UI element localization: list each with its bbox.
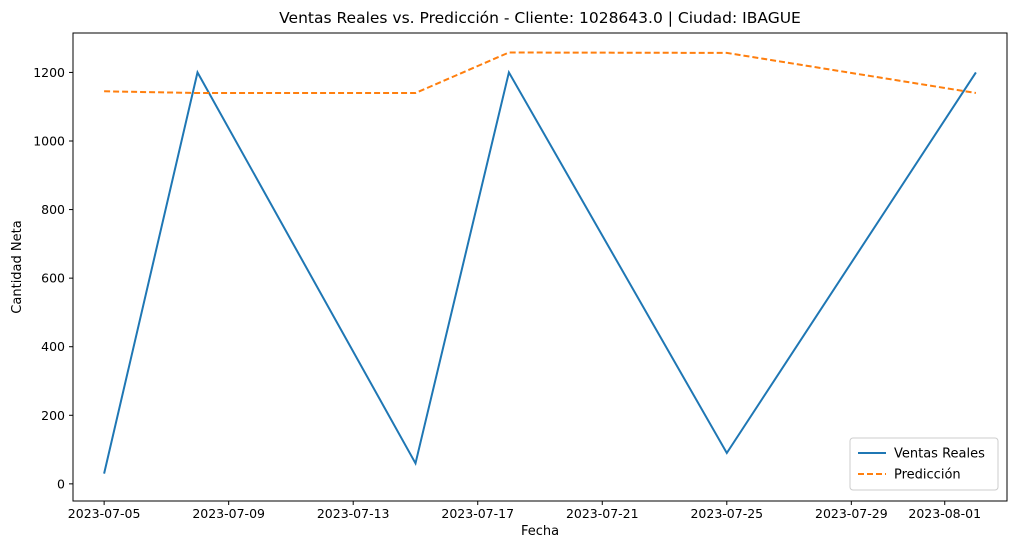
- x-tick-label: 2023-07-25: [690, 506, 763, 521]
- series-line-ventas-reales: [103, 69, 977, 474]
- y-tick-label: 1000: [33, 134, 65, 149]
- y-axis: 0 200 400 600 800 1000 1200: [33, 65, 73, 491]
- x-tick-label: 2023-07-13: [317, 506, 390, 521]
- chart-title: Ventas Reales vs. Predicción - Cliente: …: [279, 9, 801, 27]
- legend-label-prediccion: Predicción: [894, 468, 961, 483]
- x-tick-label: 2023-08-01: [908, 506, 981, 521]
- y-tick-label: 800: [41, 202, 65, 217]
- plot-frame: [72, 32, 1008, 502]
- x-tick-label: 2023-07-29: [815, 506, 888, 521]
- x-tick-label: 2023-07-21: [566, 506, 639, 521]
- y-tick-label: 600: [41, 271, 65, 286]
- series-layer: [103, 51, 977, 474]
- y-tick-label: 400: [41, 339, 65, 354]
- series-line-prediccion: [104, 51, 977, 94]
- x-axis-title: Fecha: [521, 524, 559, 539]
- x-tick-label: 2023-07-17: [441, 506, 514, 521]
- y-tick-label: 1200: [33, 65, 65, 80]
- legend: Ventas Reales Predicción: [849, 437, 999, 491]
- y-tick-label: 0: [57, 476, 65, 491]
- legend-box: [849, 437, 999, 491]
- x-tick-label: 2023-07-09: [192, 506, 265, 521]
- legend-label-ventas-reales: Ventas Reales: [894, 447, 985, 462]
- x-tick-label: 2023-07-05: [68, 506, 141, 521]
- y-tick-label: 200: [41, 408, 65, 423]
- x-axis: 2023-07-05 2023-07-09 2023-07-13 2023-07-17…: [68, 501, 981, 521]
- y-axis-title: Cantidad Neta: [10, 220, 25, 313]
